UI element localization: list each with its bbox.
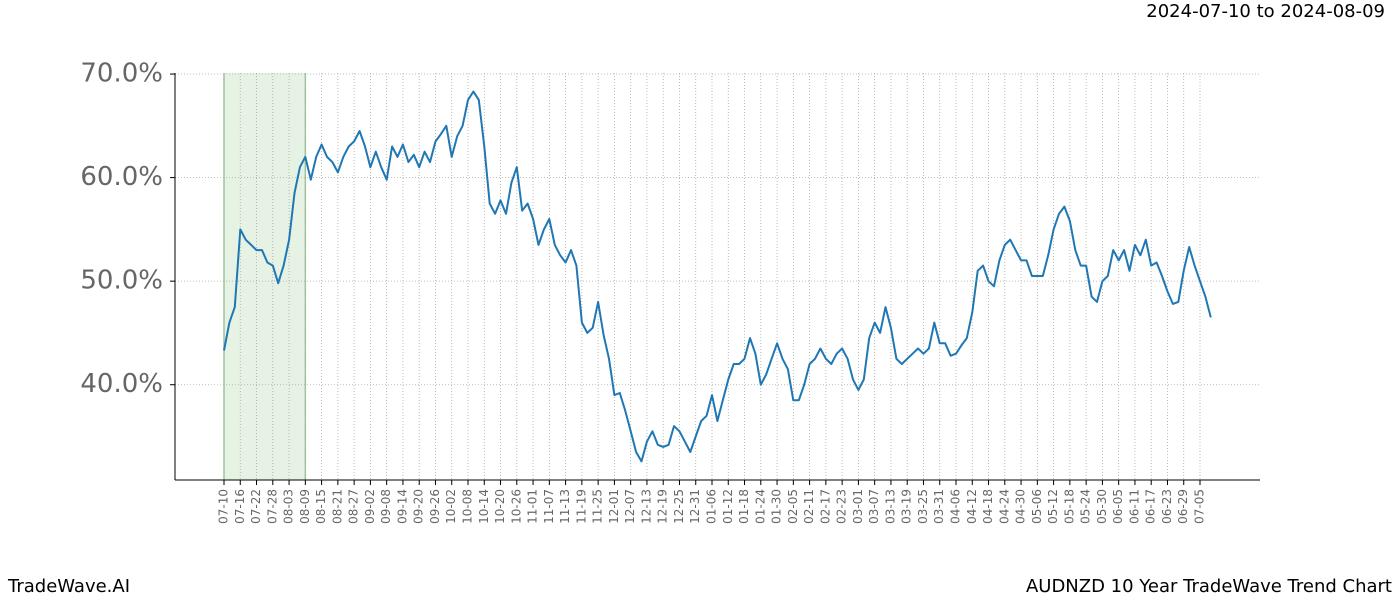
x-tick-label: 09-08 [379,489,393,524]
x-tick-label: 06-29 [1176,489,1190,524]
x-tick-label: 09-20 [412,489,426,524]
x-tick-label: 04-30 [1014,489,1028,524]
x-tick-label: 01-12 [721,489,735,524]
x-tick-label: 11-07 [542,489,556,524]
x-tick-label: 12-31 [688,489,702,524]
x-tick-label: 05-24 [1079,489,1093,524]
x-tick-label: 06-17 [1144,489,1158,524]
x-tick-label: 11-19 [574,489,588,524]
x-tick-label: 04-24 [997,489,1011,524]
x-tick-label: 03-31 [932,489,946,524]
x-tick-label: 10-08 [461,489,475,524]
x-tick-label: 02-11 [802,489,816,524]
x-tick-label: 03-19 [900,489,914,524]
x-tick-label: 04-12 [965,489,979,524]
x-tick-label: 07-28 [265,489,279,524]
data-line [223,90,1212,463]
x-tick-label: 07-05 [1193,489,1207,524]
x-tick-label: 10-26 [509,489,523,524]
chart-title: AUDNZD 10 Year TradeWave Trend Chart [1026,576,1392,597]
x-tick-label: 01-06 [705,489,719,524]
x-tick-label: 03-07 [867,489,881,524]
x-tick-label: 03-25 [916,489,930,524]
x-tick-label: 05-12 [1046,489,1060,524]
x-tick-label: 02-17 [818,489,832,524]
y-tick-label: 50.0% [80,266,163,296]
range-text: 2024-07-10 to 2024-08-09 [1146,1,1385,22]
y-tick-label: 40.0% [80,369,163,399]
x-tick-label: 10-14 [477,489,491,524]
x-tick-label: 02-23 [835,489,849,524]
x-tick-label: 09-02 [363,489,377,524]
x-tick-label: 09-26 [428,489,442,524]
x-tick-label: 04-06 [949,489,963,524]
y-tick-label: 70.0% [80,59,163,89]
x-tick-label: 06-11 [1127,489,1141,524]
x-tick-label: 01-30 [770,489,784,524]
y-tick-label: 60.0% [80,162,163,192]
x-tick-label: 05-18 [1062,489,1076,524]
x-tick-label: 12-13 [639,489,653,524]
x-tick-label: 08-21 [330,489,344,524]
x-tick-label: 12-25 [672,489,686,524]
x-tick-label: 04-18 [981,489,995,524]
x-tick-label: 10-02 [444,489,458,524]
x-tick-label: 09-14 [395,489,409,524]
x-tick-label: 03-01 [851,489,865,524]
x-tick-label: 11-13 [558,489,572,524]
x-tick-label: 03-13 [883,489,897,524]
x-tick-label: 11-01 [526,489,540,524]
x-tick-label: 02-05 [786,489,800,524]
x-tick-label: 07-22 [249,489,263,524]
x-tick-label: 08-27 [347,489,361,524]
x-tick-label: 12-01 [607,489,621,524]
x-tick-label: 08-09 [298,489,312,524]
x-tick-label: 11-25 [591,489,605,524]
x-tick-label: 05-06 [1030,489,1044,524]
x-tick-label: 01-24 [753,489,767,524]
x-tick-label: 08-15 [314,489,328,524]
x-tick-label: 08-03 [282,489,296,524]
x-tick-label: 06-05 [1111,489,1125,524]
x-tick-label: 07-16 [233,489,247,524]
x-tick-label: 12-07 [623,489,637,524]
x-tick-label: 12-19 [656,489,670,524]
x-tick-label: 07-10 [217,489,231,524]
x-tick-label: 06-23 [1160,489,1174,524]
x-tick-label: 05-30 [1095,489,1109,524]
brand: TradeWave.AI [7,576,130,597]
x-tick-label: 10-20 [493,489,507,524]
x-tick-label: 01-18 [737,489,751,524]
